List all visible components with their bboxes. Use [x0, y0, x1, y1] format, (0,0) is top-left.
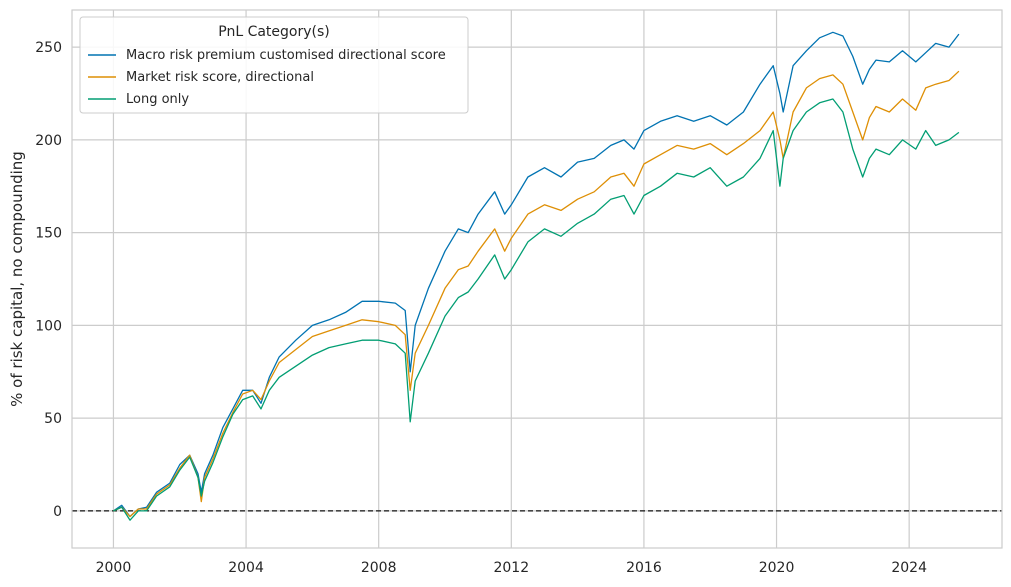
x-tick-label: 2016 — [626, 560, 662, 576]
series-lines — [113, 31, 960, 521]
x-tick-label: 2004 — [228, 560, 264, 576]
y-tick-label: 250 — [35, 40, 62, 56]
x-tick-label: 2024 — [891, 560, 927, 576]
x-tick-label: 2012 — [493, 560, 529, 576]
x-tick-label: 2008 — [361, 560, 397, 576]
legend-title: PnL Category(s) — [218, 24, 330, 40]
legend-label: Market risk score, directional — [126, 70, 314, 85]
legend-label: Long only — [126, 92, 189, 107]
x-tick-labels: 2000 2004 2008 2012 2016 2020 2024 — [96, 560, 927, 576]
plot-frame — [71, 9, 1003, 549]
x-tick-label: 2000 — [96, 560, 132, 576]
y-tick-labels: 0 50 100 150 200 250 — [35, 40, 62, 520]
legend: PnL Category(s) Macro risk premium custo… — [79, 16, 469, 114]
series-line-1 — [113, 31, 960, 518]
legend-box — [79, 16, 469, 114]
legend-label: Macro risk premium customised directiona… — [126, 48, 446, 63]
y-tick-label: 100 — [35, 318, 62, 334]
legend-items: Macro risk premium customised directiona… — [88, 48, 446, 107]
y-axis-label: % of risk capital, no compounding — [8, 151, 26, 407]
y-tick-label: 50 — [44, 411, 62, 427]
y-tick-label: 0 — [53, 504, 62, 520]
y-tick-label: 200 — [35, 133, 62, 149]
y-tick-label: 150 — [35, 226, 62, 242]
series-line-3 — [113, 98, 960, 521]
series-line-2 — [113, 70, 960, 518]
x-tick-label: 2020 — [759, 560, 795, 576]
